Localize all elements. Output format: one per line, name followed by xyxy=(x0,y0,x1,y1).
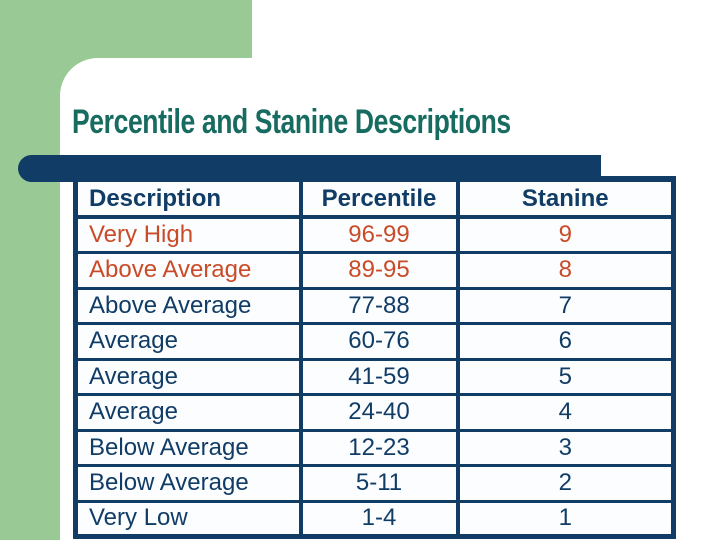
table-row: Below Average 5-11 2 xyxy=(74,464,675,503)
description-cell: Above Average xyxy=(74,251,302,290)
table-row: Below Average 12-23 3 xyxy=(74,428,675,467)
percentile-cell: 24-40 xyxy=(298,393,459,432)
stanine-cell: 3 xyxy=(455,428,675,467)
stanine-table: Description Percentile Stanine Very High… xyxy=(73,176,676,539)
description-cell: Below Average xyxy=(74,464,302,503)
stanine-cell: 9 xyxy=(455,215,675,254)
stanine-cell: 5 xyxy=(455,357,675,396)
stanine-cell: 7 xyxy=(455,286,675,325)
percentile-cell: 5-11 xyxy=(298,464,459,503)
percentile-cell: 41-59 xyxy=(298,357,459,396)
percentile-cell: 60-76 xyxy=(298,322,459,361)
column-header-stanine: Stanine xyxy=(455,177,675,219)
table-row: Very Low 1-4 1 xyxy=(74,499,675,538)
slide-title: Percentile and Stanine Descriptions xyxy=(72,103,511,141)
description-cell: Very High xyxy=(74,215,302,254)
description-cell: Above Average xyxy=(74,286,302,325)
table-row: Average 41-59 5 xyxy=(74,357,675,396)
table-row: Very High 96-99 9 xyxy=(74,215,675,254)
percentile-cell: 89-95 xyxy=(298,251,459,290)
stanine-cell: 6 xyxy=(455,322,675,361)
percentile-cell: 96-99 xyxy=(298,215,459,254)
stanine-cell: 2 xyxy=(455,464,675,503)
table-row: Above Average 77-88 7 xyxy=(74,286,675,325)
percentile-cell: 77-88 xyxy=(298,286,459,325)
column-header-percentile: Percentile xyxy=(298,177,459,219)
green-sidebar xyxy=(0,0,60,540)
stanine-cell: 1 xyxy=(455,499,675,538)
table-row: Average 60-76 6 xyxy=(74,322,675,361)
table-row: Average 24-40 4 xyxy=(74,393,675,432)
stanine-cell: 8 xyxy=(455,251,675,290)
column-header-description: Description xyxy=(74,177,302,219)
stanine-cell: 4 xyxy=(455,393,675,432)
percentile-cell: 1-4 xyxy=(298,499,459,538)
description-cell: Average xyxy=(74,357,302,396)
percentile-cell: 12-23 xyxy=(298,428,459,467)
description-cell: Average xyxy=(74,393,302,432)
description-cell: Very Low xyxy=(74,499,302,538)
table-row: Above Average 89-95 8 xyxy=(74,251,675,290)
description-cell: Average xyxy=(74,322,302,361)
table-header-row: Description Percentile Stanine xyxy=(74,177,675,219)
description-cell: Below Average xyxy=(74,428,302,467)
